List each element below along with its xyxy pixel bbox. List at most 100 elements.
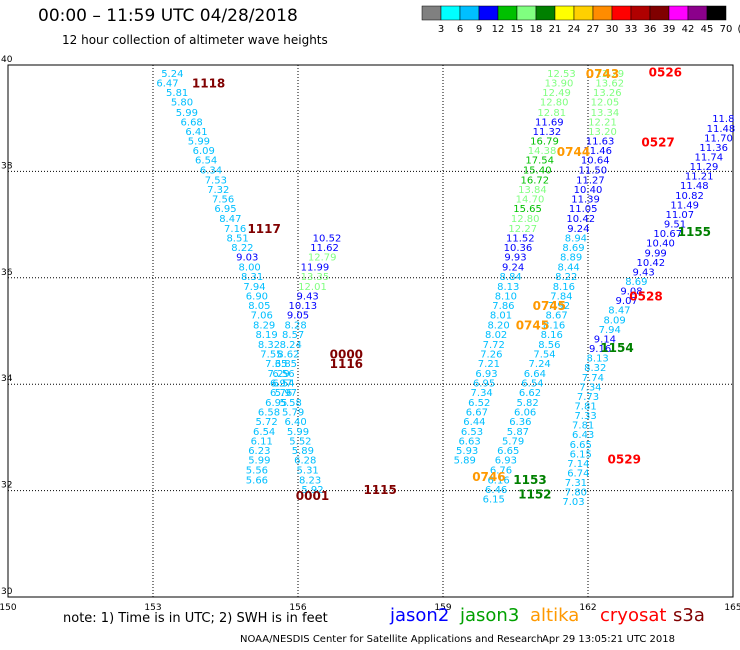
colorbar-tick-label: 45 (701, 24, 714, 35)
wave-height-label: 9.99 (645, 248, 667, 259)
pass-time-label: 0745 (533, 299, 566, 313)
wave-height-label: 8.01 (490, 311, 512, 322)
pass-time-label: 0528 (629, 289, 662, 303)
pass-time-label: 0746 (472, 470, 505, 484)
wave-height-label: 8.16 (541, 330, 563, 341)
wave-height-label: 5.52 (289, 437, 311, 448)
wave-height-label: 10.52 (313, 233, 342, 244)
colorbar-tick-label: 3 (438, 24, 444, 35)
wave-height-label: 8.16 (543, 321, 565, 332)
wave-height-label: 6.95 (473, 379, 495, 390)
wave-height-label: 8.20 (487, 321, 509, 332)
pass-time-label: 0529 (608, 453, 641, 467)
wave-height-label: 9.24 (502, 263, 524, 274)
credit-text: NOAA/NESDIS Center for Satellite Applica… (240, 634, 543, 645)
wave-height-label: 11.70 (704, 133, 733, 144)
mission-label-jason2: jason2 (390, 605, 450, 626)
wave-height-label: 15.65 (513, 204, 542, 215)
colorbar-swatch (592, 5, 613, 21)
wave-height-label: 6.15 (570, 449, 592, 460)
x-tick-label: 159 (434, 603, 451, 613)
wave-height-label: 6.53 (461, 427, 483, 438)
wave-height-label: 5.81 (166, 88, 188, 99)
wave-height-label: 7.92 (548, 301, 570, 312)
wave-height-label: 11.48 (680, 181, 709, 192)
wave-height-label: 9.24 (567, 224, 589, 235)
wave-height-label: 9.05 (287, 311, 309, 322)
wave-height-label: 11.05 (569, 204, 598, 215)
colorbar-tick-label: 27 (587, 24, 600, 35)
colorbar-tick-label: 12 (492, 24, 505, 35)
wave-height-label: 11.63 (586, 137, 615, 148)
wave-height-label: 8.62 (277, 349, 299, 360)
wave-height-label: 14.38 (528, 146, 557, 157)
wave-height-label: 8.32 (258, 340, 280, 351)
chart-subtitle: 12 hour collection of altimeter wave hei… (62, 33, 328, 47)
pass-time-label: 0745 (516, 319, 549, 333)
wave-height-label: 12.53 (547, 69, 576, 80)
wave-height-label: 8.56 (538, 340, 560, 351)
pass-time-label: 1153 (513, 473, 546, 487)
colorbar-tick-label: 70 (720, 24, 733, 35)
wave-height-label: 8.00 (239, 263, 261, 274)
wave-height-label: 12.05 (591, 98, 620, 109)
wave-height-label: 6.36 (509, 417, 531, 428)
wave-height-label: 6.15 (483, 495, 505, 506)
wave-height-label: 7.54 (533, 349, 555, 360)
wave-height-label: 7.06 (251, 311, 273, 322)
wave-height-label: 9.43 (297, 291, 319, 302)
wave-height-label: 6.93 (475, 369, 497, 380)
wave-height-label: 11.48 (707, 124, 736, 135)
wave-height-label: 6.95 (265, 398, 287, 409)
colorbar-swatch (573, 5, 594, 21)
wave-height-label: 7.56 (212, 195, 234, 206)
wave-height-label: 5.24 (161, 69, 183, 80)
wave-height-label: 6.23 (248, 446, 270, 457)
wave-height-label: 5.66 (246, 475, 268, 486)
wave-height-label: 7.34 (471, 388, 493, 399)
wave-height-label: 11.50 (579, 165, 608, 176)
wave-height-label: 7.74 (582, 373, 604, 384)
wave-height-label: 7.84 (550, 291, 572, 302)
wave-height-label: 7.26 (480, 349, 502, 360)
colorbar-tick-label: 42 (682, 24, 695, 35)
wave-height-label: 7.33 (574, 411, 596, 422)
wave-height-label: 15.40 (523, 165, 552, 176)
wave-height-label: 8.22 (555, 272, 577, 283)
wave-height-label: 7.03 (562, 497, 584, 508)
wave-height-label: 6.93 (495, 456, 517, 467)
wave-height-label: 10.40 (646, 239, 675, 250)
wave-height-label: 8.69 (625, 277, 647, 288)
wave-height-label: 10.36 (504, 243, 533, 254)
wave-height-label: 13.26 (593, 88, 622, 99)
wave-height-label: 6.41 (185, 127, 207, 138)
wave-height-label: 9.08 (620, 287, 642, 298)
wave-height-label: 12.49 (542, 88, 571, 99)
y-tick-label: 32 (1, 481, 12, 491)
x-tick-label: 165 (724, 603, 740, 613)
wave-height-label: 12.80 (511, 214, 540, 225)
mission-label-jason3: jason3 (460, 605, 520, 626)
wave-height-label: 8.84 (500, 272, 522, 283)
wave-height-label: 8.47 (219, 214, 241, 225)
wave-height-label: 6.56 (272, 369, 294, 380)
wave-height-label: 5.79 (502, 437, 524, 448)
pass-time-label: 0744 (557, 145, 590, 159)
wave-height-label: 7.24 (529, 359, 551, 370)
wave-height-label: 9.93 (504, 253, 526, 264)
wave-height-label: 9.14 (594, 334, 616, 345)
pass-time-label: 1155 (678, 225, 711, 239)
pass-time-label: 0527 (641, 136, 674, 150)
wave-height-label: 6.11 (251, 437, 273, 448)
wave-height-label: 6.64 (524, 369, 546, 380)
colorbar-swatch (478, 5, 499, 21)
wave-height-label: 6.76 (490, 465, 512, 476)
wave-height-label: 8.29 (253, 321, 275, 332)
wave-height-label: 7.53 (205, 175, 227, 186)
pass-time-label: 0743 (586, 67, 619, 81)
render-timestamp: Apr 29 13:05:21 UTC 2018 (542, 634, 675, 645)
colorbar-tick-label: 39 (663, 24, 676, 35)
pass-time-label: 1115 (363, 483, 396, 497)
wave-height-label: 6.90 (246, 291, 268, 302)
